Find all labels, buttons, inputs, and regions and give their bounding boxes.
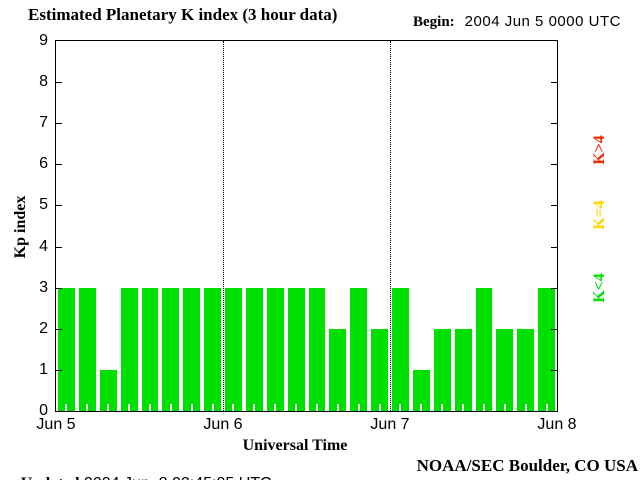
kp-bar <box>287 287 305 411</box>
kp-bar <box>58 287 75 411</box>
x-axis-tick <box>148 404 151 411</box>
kp-bar <box>475 287 493 411</box>
kp-bar <box>120 287 138 411</box>
updated-value: 2004 Jun 8 02:45:05 UTC <box>79 475 272 480</box>
y-tick-label: 8 <box>39 73 48 91</box>
y-tick-right <box>551 82 557 84</box>
x-axis-tick <box>357 404 360 411</box>
y-tick-left <box>56 123 62 125</box>
x-tick-label: Jun 6 <box>203 416 243 433</box>
x-tick-label: Jun 5 <box>36 416 76 433</box>
y-tick-left <box>56 369 62 371</box>
x-axis-tick <box>86 404 89 411</box>
y-tick-left <box>56 205 62 207</box>
x-axis-tick <box>274 404 277 411</box>
x-axis-tick <box>441 404 444 411</box>
begin-value: 2004 Jun 5 0000 UTC <box>464 13 621 30</box>
y-tick-right <box>551 205 557 207</box>
y-tick-label: 0 <box>39 402 48 419</box>
y-tick-label: 1 <box>39 360 48 378</box>
y-tick-right <box>551 328 557 330</box>
x-axis-tick <box>211 404 214 411</box>
y-tick-right <box>551 287 557 289</box>
legend-item-K4: K<4 <box>591 273 608 303</box>
x-axis-tick <box>336 404 339 411</box>
x-axis-tick <box>378 404 381 411</box>
y-tick-label: 4 <box>39 237 48 255</box>
x-axis-title: Universal Time <box>242 437 348 454</box>
y-tick-label: 2 <box>39 319 48 337</box>
x-axis-tick <box>399 404 402 411</box>
kp-bar <box>392 287 409 411</box>
kp-bar <box>225 287 242 411</box>
kp-bar <box>412 369 430 411</box>
chart-title: Estimated Planetary K index (3 hour data… <box>28 5 338 24</box>
legend-item-K4: K=4 <box>591 200 608 230</box>
x-axis-tick <box>253 404 256 411</box>
y-tick-right <box>551 164 557 166</box>
y-tick-left <box>56 246 62 248</box>
x-axis-tick <box>545 404 548 411</box>
y-tick-label: 7 <box>39 114 48 132</box>
kp-bar <box>496 328 514 411</box>
kp-bar <box>245 287 263 411</box>
x-axis-tick <box>462 404 465 411</box>
x-axis-tick <box>190 404 193 411</box>
updated-label: Updated <box>21 475 80 480</box>
kp-bar <box>454 328 472 411</box>
kp-bar <box>99 369 117 411</box>
x-tick-label: Jun 7 <box>370 416 410 433</box>
kp-bar <box>266 287 284 411</box>
credit-text: NOAA/SEC Boulder, CO USA <box>416 456 638 475</box>
x-axis-tick <box>420 404 423 411</box>
x-axis-tick <box>65 404 68 411</box>
x-tick-label: Jun 8 <box>537 416 577 433</box>
y-tick-left <box>56 287 62 289</box>
kp-bar <box>538 287 555 411</box>
kp-bar <box>183 287 201 411</box>
y-tick-label: 9 <box>39 32 48 49</box>
y-tick-label: 5 <box>39 196 48 214</box>
legend-item-K4: K>4 <box>591 135 608 165</box>
day-boundary-line-2 <box>390 41 391 411</box>
x-axis-tick <box>128 404 131 411</box>
kp-bar <box>433 328 451 411</box>
y-tick-right <box>551 123 557 125</box>
y-tick-label: 3 <box>39 278 48 296</box>
plot-area <box>55 40 558 412</box>
begin-line: Begin: 2004 Jun 5 0000 UTC <box>413 13 621 31</box>
kp-bar <box>141 287 159 411</box>
y-tick-label: 6 <box>39 155 48 173</box>
x-axis-tick <box>524 404 527 411</box>
x-axis-tick <box>232 404 235 411</box>
kp-bar <box>517 328 535 411</box>
kp-bar <box>308 287 326 411</box>
begin-label: Begin: <box>413 14 455 30</box>
y-tick-left <box>56 328 62 330</box>
x-axis-tick <box>315 404 318 411</box>
kp-bar <box>350 287 368 411</box>
day-boundary-line-1 <box>223 41 224 411</box>
x-axis-tick <box>169 404 172 411</box>
x-axis-tick <box>503 404 506 411</box>
kp-bar <box>329 328 347 411</box>
y-tick-left <box>56 164 62 166</box>
updated-line: Updated 2004 Jun 8 02:45:05 UTC <box>3 457 272 480</box>
x-axis-tick <box>107 404 110 411</box>
kp-bar <box>162 287 180 411</box>
y-tick-right <box>551 246 557 248</box>
kp-bar <box>78 287 96 411</box>
x-axis-tick <box>482 404 485 411</box>
y-tick-left <box>56 82 62 84</box>
x-axis-tick <box>295 404 298 411</box>
y-tick-right <box>551 369 557 371</box>
kp-bar <box>371 328 388 411</box>
kp-bar <box>204 287 221 411</box>
